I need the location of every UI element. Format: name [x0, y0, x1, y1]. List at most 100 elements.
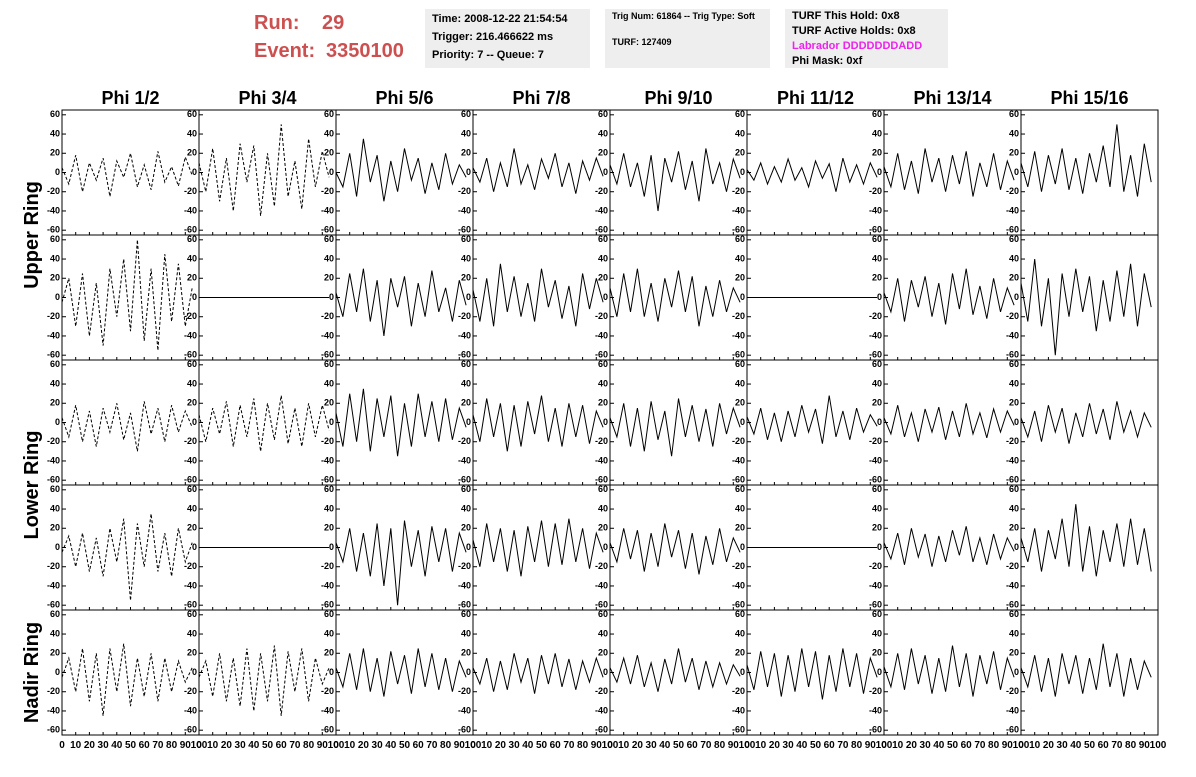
y-tick-label: 0: [740, 542, 745, 552]
y-tick-label: 40: [50, 628, 60, 638]
y-tick-label: -40: [184, 705, 197, 715]
y-tick-label: 40: [735, 253, 745, 263]
y-tick-label: 60: [50, 359, 60, 369]
y-tick-label: 0: [740, 167, 745, 177]
y-tick-label: 20: [1009, 273, 1019, 283]
y-tick-label: -40: [321, 330, 334, 340]
panel-frame: [472, 109, 611, 236]
y-tick-label: 60: [187, 109, 197, 119]
waveform: [472, 395, 604, 452]
y-tick-label: 20: [187, 523, 197, 533]
y-tick-label: 0: [329, 417, 334, 427]
y-tick-label: 0: [1014, 167, 1019, 177]
y-tick-label: 20: [461, 523, 471, 533]
y-tick-label: -20: [321, 311, 334, 321]
y-tick-label: 60: [187, 234, 197, 244]
x-tick-label: 100: [328, 740, 345, 751]
y-tick-label: 60: [461, 359, 471, 369]
y-tick-label: -60: [732, 350, 745, 360]
y-tick-label: 0: [877, 667, 882, 677]
y-tick-label: 0: [192, 292, 197, 302]
y-tick-label: 0: [603, 417, 608, 427]
y-tick-label: 0: [603, 667, 608, 677]
y-tick-label: 20: [872, 648, 882, 658]
x-tick-label: 50: [536, 740, 548, 751]
y-tick-label: 60: [187, 359, 197, 369]
y-tick-label: 60: [735, 359, 745, 369]
column-title: Phi 1/2: [101, 88, 159, 108]
info-line: TURF: 127409: [612, 37, 672, 47]
y-tick-label: -60: [321, 600, 334, 610]
y-tick-label: 0: [329, 667, 334, 677]
y-tick-label: -60: [869, 600, 882, 610]
y-tick-label: 0: [1014, 542, 1019, 552]
y-tick-label: -20: [321, 436, 334, 446]
y-tick-label: -40: [732, 330, 745, 340]
panel-frame: [198, 109, 337, 236]
y-tick-label: 60: [1009, 359, 1019, 369]
x-tick-label: 60: [413, 740, 425, 751]
x-tick-label: 90: [1139, 740, 1151, 751]
waveform: [1020, 643, 1152, 697]
y-tick-label: 60: [324, 234, 334, 244]
y-tick-label: 60: [50, 609, 60, 619]
panel-frame: [746, 109, 885, 236]
x-tick-label: 30: [235, 740, 247, 751]
waveform: [746, 157, 878, 192]
y-tick-label: 20: [187, 648, 197, 658]
x-tick-label: 40: [933, 740, 945, 751]
panel-frame: [1020, 109, 1159, 236]
column-title: Phi 9/10: [644, 88, 712, 108]
y-tick-label: 20: [187, 148, 197, 158]
x-tick-label: 30: [920, 740, 932, 751]
y-tick-label: 40: [461, 253, 471, 263]
y-tick-label: 40: [461, 378, 471, 388]
y-tick-label: 60: [1009, 234, 1019, 244]
y-tick-label: 40: [872, 253, 882, 263]
x-tick-label: 100: [602, 740, 619, 751]
y-tick-label: -20: [869, 686, 882, 696]
y-tick-label: 0: [740, 667, 745, 677]
y-tick-label: 20: [1009, 648, 1019, 658]
info-line: Labrador DDDDDDDADD: [792, 40, 922, 52]
y-tick-label: -20: [1006, 686, 1019, 696]
info-line: Priority: 7 -- Queue: 7: [432, 49, 544, 61]
y-tick-label: -60: [1006, 225, 1019, 235]
y-tick-label: -40: [458, 705, 471, 715]
y-tick-label: -40: [869, 205, 882, 215]
y-tick-label: -40: [458, 455, 471, 465]
y-tick-label: -40: [1006, 455, 1019, 465]
x-tick-label: 10: [892, 740, 904, 751]
y-tick-label: 0: [1014, 292, 1019, 302]
run-label: Run:: [254, 12, 300, 34]
y-tick-label: 60: [598, 109, 608, 119]
panel-frame: [609, 359, 748, 486]
y-tick-label: 60: [872, 234, 882, 244]
y-tick-label: 20: [598, 148, 608, 158]
column-title: Phi 5/6: [375, 88, 433, 108]
y-tick-label: -40: [458, 580, 471, 590]
waveform: [61, 643, 193, 716]
waveform: [609, 148, 741, 212]
y-tick-label: -20: [458, 686, 471, 696]
row-title: Lower Ring: [21, 431, 43, 540]
y-tick-label: -20: [47, 561, 60, 571]
y-tick-label: 60: [872, 484, 882, 494]
x-tick-label: 20: [84, 740, 96, 751]
y-tick-label: -60: [1006, 725, 1019, 735]
y-tick-label: 20: [598, 398, 608, 408]
x-tick-label: 40: [385, 740, 397, 751]
y-tick-label: 0: [466, 417, 471, 427]
y-tick-label: -60: [184, 350, 197, 360]
y-tick-label: 60: [598, 484, 608, 494]
y-tick-label: -20: [47, 436, 60, 446]
y-tick-label: -40: [595, 455, 608, 465]
x-tick-label: 80: [1125, 740, 1137, 751]
y-tick-label: -40: [869, 330, 882, 340]
y-tick-label: 40: [735, 503, 745, 513]
y-tick-label: 0: [329, 167, 334, 177]
x-tick-label: 100: [1150, 740, 1167, 751]
info-line: Trig Num: 61864 -- Trig Type: Soft: [612, 11, 755, 21]
waveform: [335, 520, 467, 606]
y-tick-label: 20: [598, 648, 608, 658]
